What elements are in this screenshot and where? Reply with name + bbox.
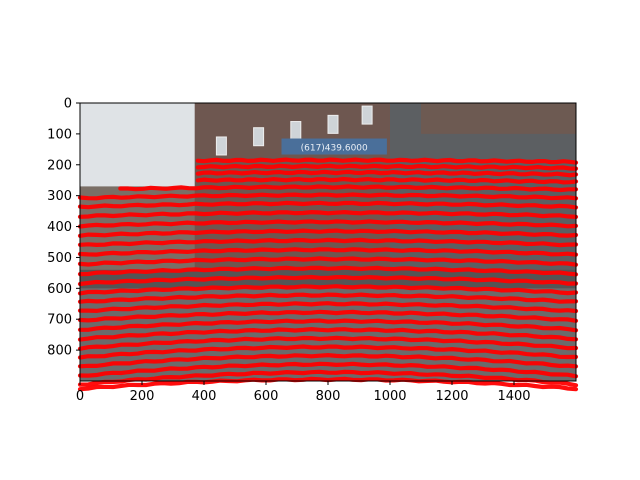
window: [253, 127, 265, 147]
scanline: [77, 369, 579, 388]
scanline: [77, 284, 579, 296]
y-axis: 0 100 200 300 400 500 600 700 800: [47, 97, 80, 359]
scanline: [77, 335, 579, 351]
scanline: [77, 301, 579, 314]
y-tick-label: 300: [47, 189, 72, 204]
y-tick-label: 100: [47, 127, 72, 142]
x-tick-label: 200: [130, 389, 155, 404]
scanline: [77, 237, 579, 248]
sign-board: [281, 138, 387, 155]
scanline: [77, 209, 579, 219]
y-tick-label: 0: [64, 97, 72, 112]
y-tick-label: 800: [47, 344, 72, 359]
x-tick-label: 800: [316, 389, 341, 404]
scanline: [77, 256, 579, 267]
scanline: [77, 292, 579, 304]
scanline: [77, 309, 579, 323]
scanline: [77, 219, 579, 229]
x-tick-label: 0: [76, 389, 84, 404]
x-tick-label: 1200: [435, 389, 468, 404]
x-tick-label: 600: [254, 389, 279, 404]
scanline: [77, 200, 579, 210]
y-tick-label: 500: [47, 251, 72, 266]
scanline: [77, 326, 579, 342]
scanline: [77, 344, 579, 360]
scanline: [77, 265, 579, 277]
scanline: [118, 184, 579, 193]
scanline: [77, 192, 579, 201]
x-tick-label: 400: [192, 389, 217, 404]
scanline: [195, 176, 579, 185]
scanline: [77, 376, 579, 392]
lidar-points: [77, 157, 579, 392]
scanline: [77, 361, 579, 379]
window: [327, 114, 339, 134]
y-tick-label: 400: [47, 220, 72, 235]
scanline: [77, 247, 579, 257]
y-tick-label: 600: [47, 282, 72, 297]
window: [361, 105, 373, 125]
scanline: [195, 169, 579, 178]
scanline: [195, 163, 579, 171]
x-tick-label: 1400: [497, 389, 530, 404]
window: [290, 121, 302, 141]
scanline: [77, 228, 579, 238]
y-tick-label: 700: [47, 313, 72, 328]
window: [215, 136, 227, 156]
scanline: [77, 318, 579, 333]
y-tick-label: 200: [47, 158, 72, 173]
scanline: [77, 274, 579, 287]
scanline: [77, 352, 579, 369]
x-axis: 0 200 400 600 800 1000 1200 1400: [76, 381, 531, 404]
right-upper-brick: [421, 103, 576, 134]
x-tick-label: 1000: [373, 389, 406, 404]
sign-text: (617)439.6000: [301, 144, 368, 154]
scanline: [195, 157, 579, 165]
